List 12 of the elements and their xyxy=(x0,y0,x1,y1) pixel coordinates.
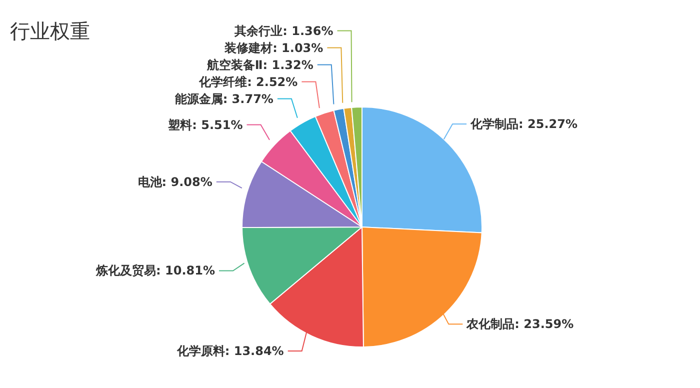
slice-label: 其余行业: 1.36% xyxy=(234,24,334,38)
slice-label: 化学原料: 13.84% xyxy=(176,344,284,358)
slice-label: 化学制品: 25.27% xyxy=(470,117,578,132)
slice-label: 航空装备Ⅱ: 1.32% xyxy=(206,58,314,72)
slice-label: 能源金属: 3.77% xyxy=(174,92,274,106)
slice-label: 塑料: 5.51% xyxy=(167,118,243,132)
slice-label: 化学纤维: 2.52% xyxy=(198,74,298,89)
chart-title: 行业权重 xyxy=(10,18,90,45)
slice-label: 电池: 9.08% xyxy=(138,174,212,189)
slice-label: 装修建材: 1.03% xyxy=(224,40,324,55)
slice-label: 农化制品: 23.59% xyxy=(466,317,574,332)
slice-label: 炼化及贸易: 10.81% xyxy=(95,264,216,278)
